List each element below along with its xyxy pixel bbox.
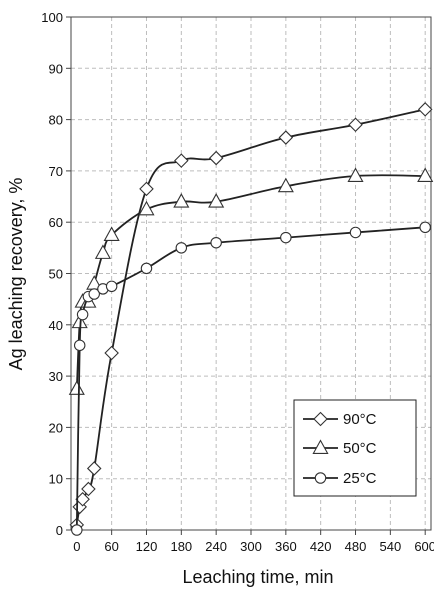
legend-label: 50°C bbox=[343, 440, 377, 457]
data-point-diamond bbox=[81, 481, 96, 497]
legend-label: 90°C bbox=[343, 411, 377, 428]
data-point-circle bbox=[73, 339, 86, 352]
data-point-diamond bbox=[139, 181, 154, 197]
data-point-triangle bbox=[103, 226, 120, 241]
data-point-diamond bbox=[86, 461, 102, 476]
x-tick-label: 180 bbox=[170, 539, 192, 554]
tick-labels: 0 60 120 180 240 300 360 420 480 540 600 0 10 20 30 40 5… bbox=[41, 10, 434, 554]
data-point-circle bbox=[349, 226, 362, 239]
data-point-triangle bbox=[173, 193, 190, 208]
data-point-triangle bbox=[347, 167, 364, 182]
y-axis-title: Ag leaching recovery, % bbox=[6, 178, 26, 371]
data-point-triangle bbox=[94, 244, 111, 259]
y-tick-label: 0 bbox=[56, 523, 63, 538]
data-point-diamond bbox=[417, 102, 433, 117]
legend-label: 25°C bbox=[343, 470, 377, 487]
data-point-circle bbox=[71, 524, 83, 536]
x-tick-label: 300 bbox=[240, 539, 262, 554]
data-point-triangle bbox=[277, 177, 294, 193]
y-tick-label: 30 bbox=[49, 369, 63, 384]
series-triangle bbox=[68, 167, 434, 395]
data-point-diamond bbox=[208, 150, 224, 166]
data-point-triangle bbox=[138, 200, 155, 216]
data-point-circle bbox=[210, 236, 222, 249]
x-tick-label: 480 bbox=[345, 539, 367, 554]
x-tick-label: 420 bbox=[310, 539, 332, 554]
y-tick-label: 50 bbox=[49, 267, 63, 282]
series-layer bbox=[68, 102, 434, 536]
grid bbox=[71, 17, 431, 530]
data-point-diamond bbox=[174, 153, 189, 168]
data-point-triangle bbox=[417, 167, 434, 182]
y-tick-label: 100 bbox=[41, 10, 63, 25]
data-point-triangle bbox=[208, 193, 225, 208]
data-point-circle bbox=[140, 262, 153, 275]
x-tick-label: 240 bbox=[205, 539, 227, 554]
data-point-triangle bbox=[68, 380, 85, 395]
axis-ticks bbox=[66, 16, 426, 535]
y-tick-label: 40 bbox=[49, 318, 63, 333]
data-point-circle bbox=[105, 280, 118, 293]
y-tick-label: 60 bbox=[49, 215, 63, 230]
series-circle bbox=[71, 221, 431, 536]
data-point-diamond bbox=[75, 491, 90, 507]
data-point-diamond bbox=[104, 345, 119, 361]
legend-marker-diamond bbox=[313, 411, 328, 427]
data-point-diamond bbox=[278, 130, 294, 145]
x-tick-label: 60 bbox=[104, 539, 118, 554]
data-point-circle bbox=[280, 231, 292, 244]
y-tick-label: 80 bbox=[49, 113, 63, 128]
y-tick-label: 90 bbox=[49, 61, 63, 76]
x-tick-label: 360 bbox=[275, 539, 297, 554]
y-tick-label: 10 bbox=[49, 472, 63, 487]
x-tick-label: 600 bbox=[414, 539, 434, 554]
legend: 90°C 50°C 25°C bbox=[293, 399, 417, 497]
y-tick-label: 70 bbox=[49, 164, 63, 179]
data-point-diamond bbox=[348, 117, 363, 133]
y-tick-label: 20 bbox=[49, 420, 63, 435]
x-tick-label: 120 bbox=[136, 539, 158, 554]
x-tick-label: 0 bbox=[73, 539, 80, 554]
data-point-circle bbox=[175, 242, 188, 254]
x-axis-title: Leaching time, min bbox=[182, 567, 333, 587]
data-point-circle bbox=[76, 308, 89, 321]
legend-marker-circle bbox=[314, 472, 327, 484]
data-point-circle bbox=[419, 221, 431, 234]
legend-marker-triangle bbox=[312, 439, 329, 454]
data-point-circle bbox=[88, 288, 100, 300]
x-tick-label: 540 bbox=[380, 539, 402, 554]
